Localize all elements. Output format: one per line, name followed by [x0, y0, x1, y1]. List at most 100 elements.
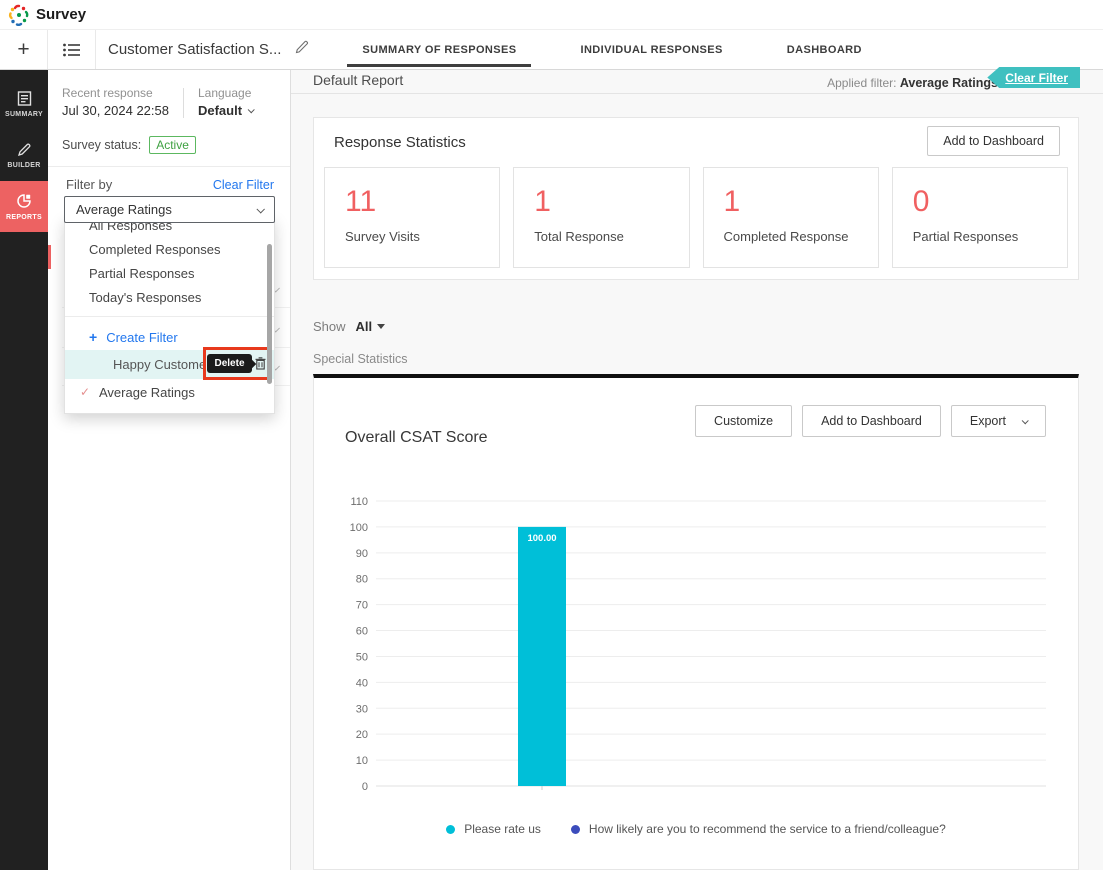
sidebar-item-reports[interactable]: REPORTS: [0, 181, 48, 232]
stats-grid: 11 Survey Visits 1 Total Response 1 Comp…: [324, 167, 1068, 268]
show-label: Show: [313, 319, 346, 334]
filter-select[interactable]: Average Ratings: [64, 196, 275, 223]
report-name: Default Report: [313, 72, 403, 88]
survey-title: Customer Satisfaction S...: [108, 41, 281, 58]
filter-option-completed-responses[interactable]: Completed Responses: [65, 238, 274, 262]
svg-text:70: 70: [356, 600, 368, 612]
legend-item[interactable]: Please rate us: [446, 822, 541, 836]
stat-label: Total Response: [534, 229, 688, 244]
divider: [183, 88, 184, 118]
caret-down-icon: [377, 324, 385, 329]
app-window: Survey + Customer Satisfaction S... SUMM…: [0, 0, 1103, 870]
bar-chart: 0102030405060708090100110100.00: [334, 478, 1064, 798]
survey-info-row: Recent response Jul 30, 2024 22:58 Langu…: [48, 70, 290, 118]
export-button[interactable]: Export: [951, 405, 1046, 437]
top-header: Survey: [0, 0, 1103, 30]
recent-response-value: Jul 30, 2024 22:58: [62, 103, 169, 118]
add-to-dashboard-button[interactable]: Add to Dashboard: [927, 126, 1060, 156]
svg-text:20: 20: [356, 729, 368, 741]
recent-response-label: Recent response: [62, 86, 169, 100]
summary-document-icon: [17, 91, 32, 106]
status-badge: Active: [149, 136, 196, 154]
active-item-indicator: [48, 245, 51, 269]
stat-completed-response: 1 Completed Response: [703, 167, 879, 268]
show-value: All: [356, 319, 373, 334]
reports-pie-icon: [16, 193, 32, 209]
filter-dropdown: All Responses Completed Responses Partia…: [64, 218, 275, 414]
show-selector[interactable]: Show All: [313, 319, 385, 334]
pencil-icon: [295, 40, 309, 54]
tab-dashboard[interactable]: DASHBOARD: [772, 30, 877, 69]
stat-value: 0: [913, 185, 1067, 218]
filter-option-partial-responses[interactable]: Partial Responses: [65, 262, 274, 286]
svg-text:40: 40: [356, 677, 368, 689]
app-sidebar: SUMMARY BUILDER REPORTS: [0, 70, 48, 870]
applied-filter: Applied filter: Average Ratings: [827, 76, 998, 90]
legend-label: Please rate us: [464, 822, 541, 836]
svg-text:60: 60: [356, 626, 368, 638]
stat-label: Completed Response: [724, 229, 878, 244]
main-content: Default Report Applied filter: Average R…: [291, 70, 1103, 870]
builder-pencil-icon: [17, 142, 32, 157]
tab-summary-of-responses[interactable]: SUMMARY OF RESPONSES: [347, 30, 531, 69]
clear-filter-tag-label: Clear Filter: [1005, 71, 1068, 85]
svg-text:50: 50: [356, 651, 368, 663]
svg-text:30: 30: [356, 703, 368, 715]
divider: [65, 316, 274, 317]
sidebar-label: BUILDER: [7, 162, 40, 169]
edit-title-button[interactable]: [295, 40, 309, 59]
survey-status-row: Survey status: Active: [48, 118, 290, 154]
customize-button[interactable]: Customize: [695, 405, 792, 437]
filter-select-value: Average Ratings: [76, 202, 172, 217]
report-tabs: SUMMARY OF RESPONSES INDIVIDUAL RESPONSE…: [347, 30, 876, 69]
survey-status-label: Survey status:: [62, 138, 141, 152]
svg-text:0: 0: [362, 781, 368, 793]
sidebar-item-summary[interactable]: SUMMARY: [0, 79, 48, 130]
sidebar-item-builder[interactable]: BUILDER: [0, 130, 48, 181]
export-label: Export: [970, 414, 1006, 428]
add-to-dashboard-button[interactable]: Add to Dashboard: [802, 405, 941, 437]
zoho-survey-logo-icon: [8, 4, 30, 26]
list-icon: [63, 43, 80, 57]
stat-partial-responses: 0 Partial Responses: [892, 167, 1068, 268]
selected-filter-label: Average Ratings: [99, 385, 195, 400]
create-filter-label: Create Filter: [106, 330, 178, 345]
stat-value: 1: [724, 185, 878, 218]
tab-individual-responses[interactable]: INDIVIDUAL RESPONSES: [565, 30, 737, 69]
divider: [291, 93, 1103, 94]
legend-label: How likely are you to recommend the serv…: [589, 822, 946, 836]
legend-item[interactable]: How likely are you to recommend the serv…: [571, 822, 946, 836]
survey-list-button[interactable]: [48, 30, 96, 69]
create-survey-button[interactable]: +: [0, 30, 48, 69]
chevron-down-icon: [1022, 417, 1029, 424]
stat-value: 1: [534, 185, 688, 218]
dropdown-scrollbar[interactable]: [267, 244, 272, 384]
stat-label: Partial Responses: [913, 229, 1067, 244]
chevron-down-icon: [248, 106, 255, 113]
delete-tooltip[interactable]: Delete: [207, 354, 251, 373]
svg-text:100: 100: [350, 522, 368, 534]
plus-icon: +: [17, 39, 29, 60]
toolbar: + Customer Satisfaction S... SUMMARY OF …: [0, 30, 1103, 70]
stat-survey-visits: 11 Survey Visits: [324, 167, 500, 268]
chart-legend: Please rate us How likely are you to reco…: [314, 822, 1078, 836]
stat-label: Survey Visits: [345, 229, 499, 244]
svg-text:10: 10: [356, 755, 368, 767]
divider: [48, 166, 290, 167]
filter-option-average-ratings-selected[interactable]: ✓ Average Ratings: [65, 379, 274, 405]
custom-filter-label: Happy Customers: [113, 357, 217, 372]
svg-text:100.00: 100.00: [527, 533, 556, 544]
filter-option-happy-customers[interactable]: Happy Customers Delete: [65, 350, 274, 379]
clear-filter-link[interactable]: Clear Filter: [213, 178, 274, 192]
response-statistics-card: Response Statistics Add to Dashboard 11 …: [313, 117, 1079, 280]
filter-option-todays-responses[interactable]: Today's Responses: [65, 286, 274, 310]
report-side-panel: Recent response Jul 30, 2024 22:58 Langu…: [48, 70, 291, 870]
applied-filter-label: Applied filter:: [827, 76, 896, 90]
special-statistics-label: Special Statistics: [313, 352, 407, 366]
clear-filter-tag[interactable]: Clear Filter: [987, 67, 1080, 88]
language-selector[interactable]: Default: [198, 103, 253, 118]
legend-dot-icon: [571, 825, 580, 834]
svg-text:110: 110: [350, 496, 368, 508]
filter-by-label: Filter by: [66, 177, 112, 192]
plus-icon: +: [89, 329, 97, 345]
